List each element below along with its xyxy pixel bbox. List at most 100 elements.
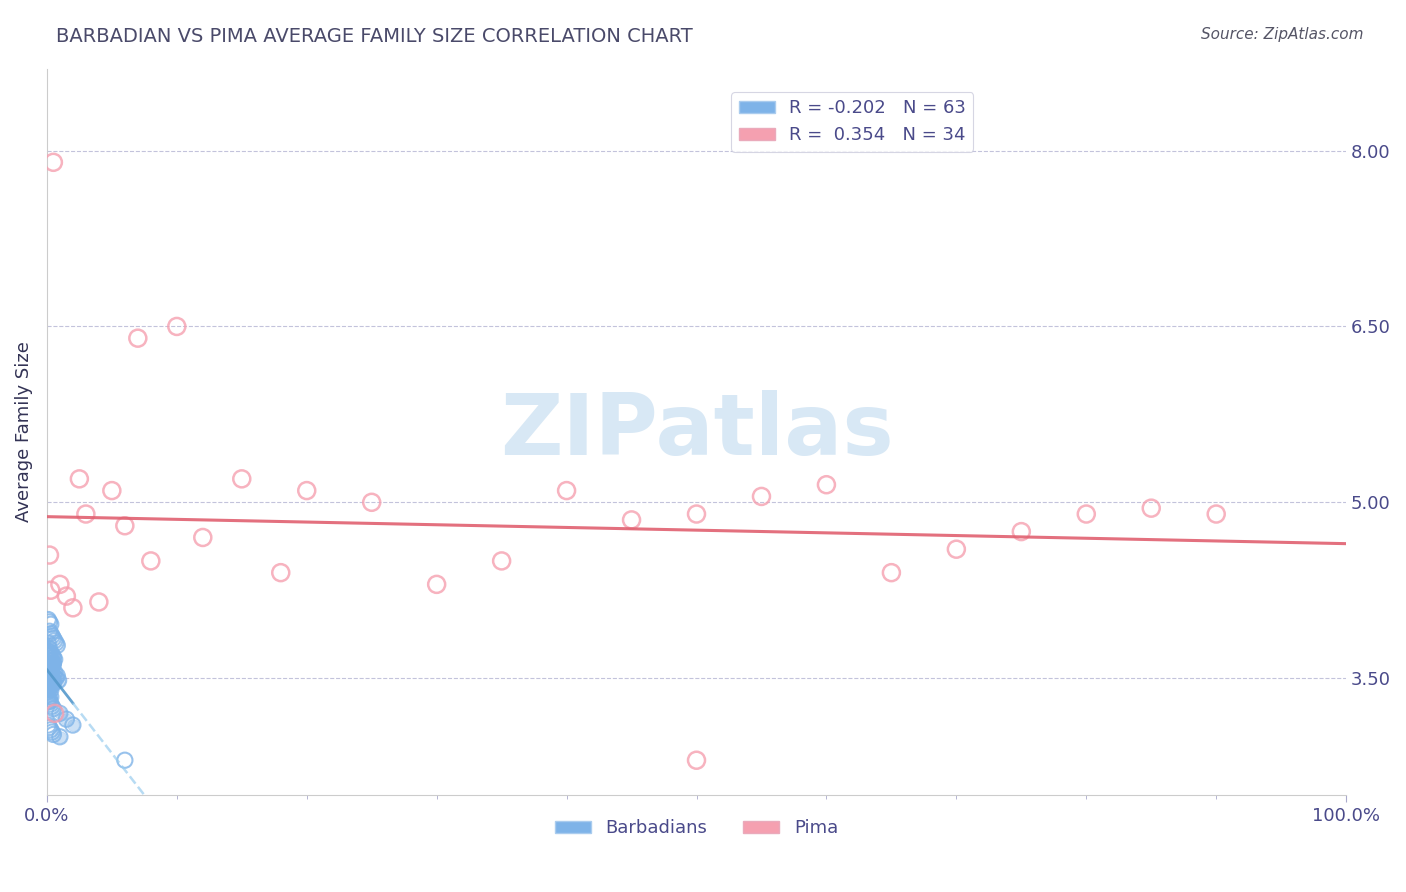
Point — [45, 636, 67, 650]
Point — [38, 641, 60, 656]
Point — [44, 652, 66, 666]
Point — [38, 663, 60, 677]
Point — [41, 664, 63, 678]
Point — [38, 669, 60, 683]
Point — [38, 659, 60, 673]
Point — [38, 641, 60, 656]
Point — [37, 695, 59, 709]
Point — [39, 690, 62, 704]
Point — [39, 645, 62, 659]
Point — [38, 695, 60, 709]
Y-axis label: Average Family Size: Average Family Size — [15, 342, 32, 523]
Point — [39, 690, 62, 704]
Point — [39, 654, 62, 668]
Point — [49, 706, 72, 721]
Point — [37, 718, 59, 732]
Point — [114, 518, 136, 533]
Point — [75, 507, 97, 521]
Point — [166, 319, 188, 334]
Point — [38, 659, 60, 673]
Point — [49, 730, 72, 744]
Point — [41, 671, 63, 685]
Point — [39, 660, 62, 674]
Point — [44, 633, 66, 648]
Point — [46, 669, 69, 683]
Point — [38, 671, 60, 685]
Point — [46, 638, 69, 652]
Point — [38, 692, 60, 706]
Point — [139, 554, 162, 568]
Point — [39, 678, 62, 692]
Point — [39, 666, 62, 681]
Point — [39, 682, 62, 697]
Text: ZIPatlas: ZIPatlas — [499, 391, 893, 474]
Point — [49, 577, 72, 591]
Point — [38, 624, 60, 639]
Point — [41, 676, 63, 690]
Point — [38, 615, 60, 629]
Point — [62, 718, 84, 732]
Point — [39, 645, 62, 659]
Point — [37, 613, 59, 627]
Text: BARBADIAN VS PIMA AVERAGE FAMILY SIZE CORRELATION CHART: BARBADIAN VS PIMA AVERAGE FAMILY SIZE CO… — [56, 27, 693, 45]
Point — [751, 490, 773, 504]
Point — [1205, 507, 1227, 521]
Point — [87, 595, 110, 609]
Point — [1010, 524, 1032, 539]
Point — [41, 629, 63, 643]
Point — [62, 718, 84, 732]
Point — [42, 632, 65, 646]
Point — [39, 626, 62, 640]
Point — [41, 664, 63, 678]
Point — [38, 720, 60, 734]
Point — [555, 483, 578, 498]
Point — [37, 695, 59, 709]
Point — [42, 673, 65, 688]
Point — [45, 671, 67, 685]
Point — [39, 678, 62, 692]
Point — [42, 657, 65, 671]
Point — [685, 753, 707, 767]
Point — [42, 677, 65, 691]
Point — [270, 566, 292, 580]
Point — [48, 673, 70, 688]
Point — [48, 673, 70, 688]
Point — [620, 513, 643, 527]
Point — [38, 648, 60, 662]
Point — [41, 671, 63, 685]
Point — [42, 656, 65, 670]
Point — [41, 676, 63, 690]
Text: Source: ZipAtlas.com: Source: ZipAtlas.com — [1201, 27, 1364, 42]
Point — [42, 155, 65, 169]
Point — [1140, 501, 1163, 516]
Point — [39, 723, 62, 737]
Point — [41, 676, 63, 690]
Point — [295, 483, 318, 498]
Point — [42, 656, 65, 670]
Point — [55, 712, 77, 726]
Point — [114, 753, 136, 767]
Point — [39, 617, 62, 632]
Point — [39, 666, 62, 681]
Point — [49, 730, 72, 744]
Point — [42, 673, 65, 688]
Point — [38, 681, 60, 695]
Point — [42, 701, 65, 715]
Point — [37, 682, 59, 697]
Point — [44, 706, 66, 721]
Point — [37, 665, 59, 680]
Point — [41, 725, 63, 739]
Point — [880, 566, 903, 580]
Point — [360, 495, 382, 509]
Point — [38, 669, 60, 683]
Point — [67, 472, 90, 486]
Point — [38, 548, 60, 562]
Point — [37, 671, 59, 685]
Point — [37, 671, 59, 685]
Point — [38, 692, 60, 706]
Point — [37, 636, 59, 650]
Point — [41, 648, 63, 662]
Point — [41, 648, 63, 662]
Point — [41, 659, 63, 673]
Point — [46, 669, 69, 683]
